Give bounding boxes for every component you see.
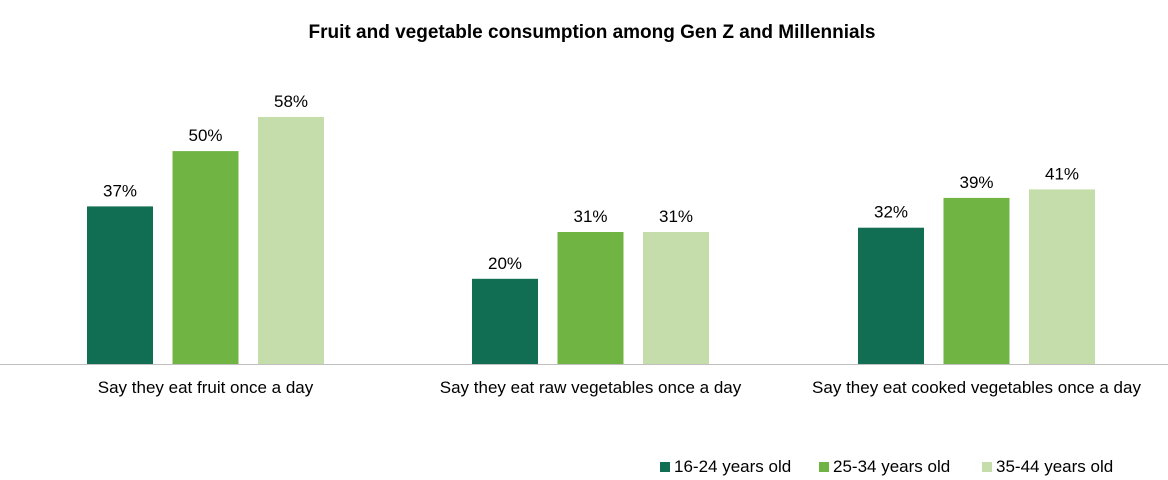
- chart-title: Fruit and vegetable consumption among Ge…: [309, 22, 876, 43]
- bar-1-1: [87, 206, 153, 364]
- bars-layer: [87, 117, 1095, 364]
- bar-1-3: [258, 117, 324, 364]
- category-label-1: Say they eat fruit once a day: [98, 378, 314, 397]
- bar-3-3: [1029, 189, 1095, 364]
- legend-label-2: 25-34 years old: [833, 457, 950, 476]
- bar-3-1: [858, 227, 924, 364]
- bar-2-3: [643, 232, 709, 364]
- bar-2-1: [472, 278, 538, 364]
- data-label-1-3: 58%: [274, 92, 308, 111]
- data-label-2-1: 20%: [488, 254, 522, 273]
- data-label-1-1: 37%: [103, 181, 137, 200]
- legend-label-3: 35-44 years old: [996, 457, 1113, 476]
- data-labels-layer: 37% 50% 58% 20% 31% 31% 32% 39% 41%: [103, 92, 1079, 273]
- data-label-2-2: 31%: [573, 207, 607, 226]
- category-label-2: Say they eat raw vegetables once a day: [440, 378, 742, 397]
- data-label-3-1: 32%: [874, 203, 908, 222]
- data-label-1-2: 50%: [188, 126, 222, 145]
- data-label-2-3: 31%: [659, 207, 693, 226]
- data-label-3-3: 41%: [1045, 164, 1079, 183]
- bar-2-2: [557, 232, 624, 364]
- legend-swatch-1: [660, 462, 670, 472]
- legend: 16-24 years old 25-34 years old 35-44 year…: [660, 457, 1113, 476]
- bar-1-2: [172, 151, 239, 364]
- legend-label-1: 16-24 years old: [674, 457, 791, 476]
- bar-3-2: [943, 197, 1010, 364]
- category-label-3: Say they eat cooked vegetables once a da…: [812, 378, 1141, 397]
- category-labels-layer: Say they eat fruit once a day Say they ea…: [98, 378, 1142, 397]
- legend-swatch-3: [982, 462, 992, 472]
- legend-swatch-2: [819, 462, 829, 472]
- data-label-3-2: 39%: [959, 173, 993, 192]
